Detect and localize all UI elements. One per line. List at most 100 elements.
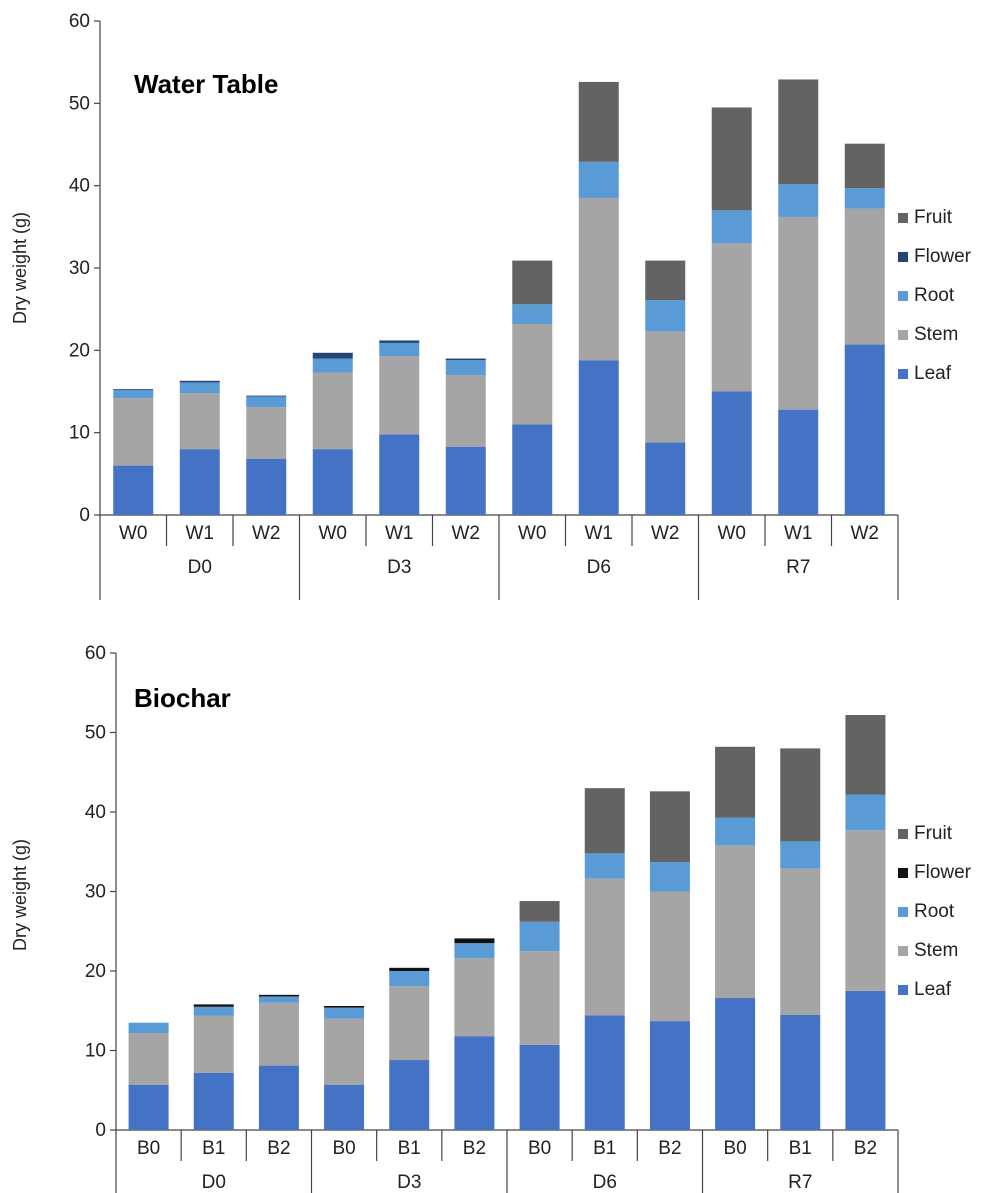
bar-segment-leaf: [780, 1014, 821, 1130]
x-group-label: D0: [202, 1172, 226, 1193]
x-category-label: W1: [585, 523, 614, 544]
x-category-label: W0: [718, 523, 747, 544]
x-category-label: W1: [385, 523, 414, 544]
bar-segment-fruit: [844, 143, 885, 189]
bar-segment-leaf: [246, 459, 287, 515]
bar-segment-leaf: [379, 434, 420, 515]
y-tick-label: 0: [79, 505, 90, 526]
bar-segment-flower: [193, 1004, 234, 1007]
bar-segment-fruit: [780, 748, 821, 842]
bar-segment-root: [193, 1006, 234, 1016]
y-axis-label: Dry weight (g): [10, 839, 30, 951]
legend-item-flower: Flower: [914, 862, 972, 883]
bar-segment-fruit: [584, 788, 625, 854]
x-category-label: B1: [593, 1138, 616, 1159]
legend-item-flower: Flower: [914, 246, 972, 267]
x-category-label: B2: [267, 1138, 290, 1159]
y-axis-label: Dry weight (g): [10, 212, 30, 324]
bar-segment-stem: [578, 198, 619, 361]
bar-segment-leaf: [445, 446, 486, 515]
y-tick-label: 60: [85, 643, 106, 664]
bar-segment-stem: [778, 216, 819, 410]
y-tick-label: 30: [69, 258, 90, 279]
x-category-label: W0: [518, 523, 547, 544]
bar-segment-root: [778, 184, 819, 217]
bar-segment-fruit: [649, 791, 690, 863]
bar-segment-flower: [445, 358, 486, 361]
bar-segment-root: [584, 853, 625, 879]
bar-segment-flower: [179, 380, 220, 383]
legend-swatch-flower: [898, 868, 908, 878]
bar-segment-stem: [179, 393, 220, 450]
x-category-label: B1: [202, 1138, 225, 1159]
x-category-label: B0: [723, 1138, 746, 1159]
legend-swatch-fruit: [898, 213, 908, 223]
legend-item-stem: Stem: [914, 324, 958, 345]
x-category-label: W2: [851, 523, 880, 544]
x-category-label: B0: [137, 1138, 160, 1159]
legend-swatch-stem: [898, 330, 908, 340]
bar-segment-root: [845, 794, 886, 831]
legend-item-fruit: Fruit: [914, 207, 953, 228]
bar-segment-flower: [312, 352, 353, 359]
bar-segment-stem: [193, 1015, 234, 1073]
bar-segment-leaf: [711, 391, 752, 515]
y-tick-label: 10: [69, 423, 90, 444]
bar-segment-fruit: [778, 79, 819, 185]
bar-segment-leaf: [258, 1065, 299, 1130]
bar-segment-stem: [128, 1033, 169, 1085]
x-category-label: W0: [119, 523, 148, 544]
legend-swatch-fruit: [898, 829, 908, 839]
y-tick-label: 30: [85, 882, 106, 903]
x-group-label: R7: [788, 1172, 812, 1193]
x-group-label: D3: [397, 1172, 421, 1193]
y-tick-label: 20: [85, 961, 106, 982]
bar-segment-leaf: [312, 449, 353, 515]
bar-segment-leaf: [193, 1072, 234, 1130]
x-group-label: D0: [188, 557, 212, 578]
bar-segment-root: [711, 210, 752, 244]
y-tick-label: 50: [85, 723, 106, 744]
bar-segment-fruit: [512, 260, 553, 305]
x-category-label: W0: [319, 523, 348, 544]
bar-segment-fruit: [715, 746, 756, 818]
bar-segment-leaf: [845, 990, 886, 1130]
bar-segment-stem: [584, 878, 625, 1016]
bar-segment-root: [454, 943, 495, 959]
legend-item-root: Root: [914, 285, 955, 306]
bar-segment-leaf: [649, 1021, 690, 1130]
legend-swatch-leaf: [898, 985, 908, 995]
bar-segment-leaf: [778, 409, 819, 515]
x-group-label: D6: [593, 1172, 617, 1193]
y-tick-label: 50: [69, 93, 90, 114]
y-tick-label: 40: [85, 802, 106, 823]
bar-segment-flower: [389, 967, 430, 971]
bar-segment-root: [246, 396, 287, 408]
bar-segment-root: [312, 358, 353, 373]
y-tick-label: 0: [95, 1120, 106, 1141]
x-category-label: B0: [332, 1138, 355, 1159]
bar-segment-stem: [379, 356, 420, 435]
bar-segment-root: [519, 921, 560, 952]
bar-segment-root: [512, 304, 553, 324]
bar-segment-flower: [246, 395, 287, 397]
y-tick-label: 60: [69, 11, 90, 32]
x-category-label: W1: [186, 523, 215, 544]
bar-segment-fruit: [711, 107, 752, 211]
x-category-label: B1: [398, 1138, 421, 1159]
bar-segment-stem: [258, 1002, 299, 1066]
x-category-label: W2: [252, 523, 281, 544]
legend-item-leaf: Leaf: [914, 979, 952, 1000]
bar-segment-leaf: [645, 442, 686, 515]
bar-segment-flower: [258, 994, 299, 997]
bar-segment-flower: [379, 340, 420, 343]
bar-segment-root: [445, 360, 486, 376]
legend-item-root: Root: [914, 901, 955, 922]
bar-segment-stem: [711, 243, 752, 392]
bar-segment-leaf: [324, 1084, 365, 1130]
bar-segment-stem: [645, 331, 686, 443]
x-category-label: B2: [658, 1138, 681, 1159]
legend-item-fruit: Fruit: [914, 823, 953, 844]
y-tick-label: 20: [69, 340, 90, 361]
y-tick-label: 40: [69, 176, 90, 197]
